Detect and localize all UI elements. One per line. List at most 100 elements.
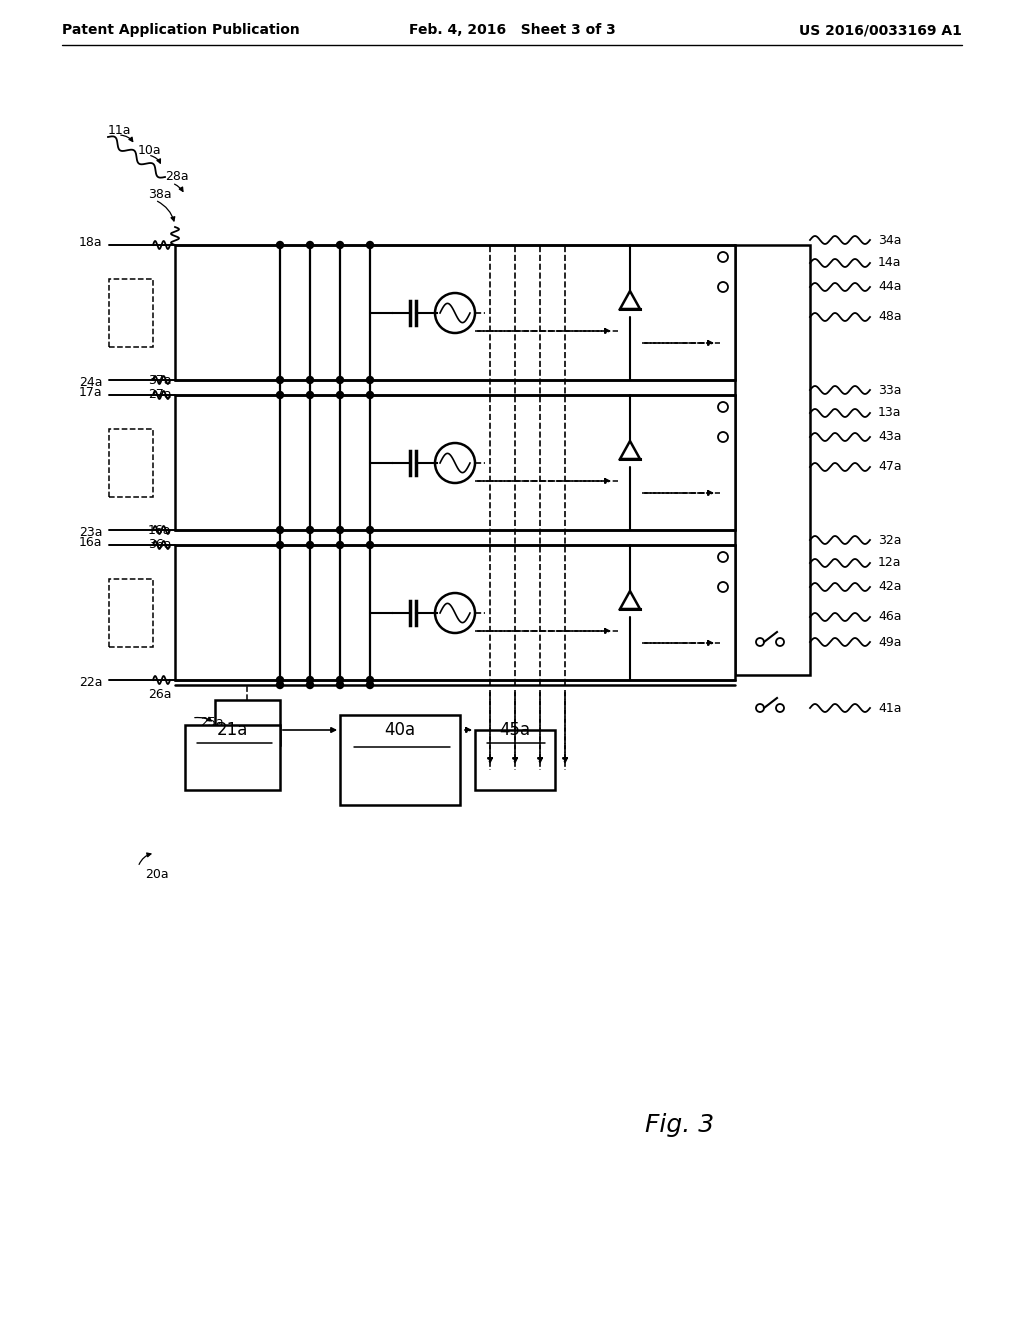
Text: 13a: 13a [878,407,901,420]
Circle shape [367,541,374,549]
Circle shape [306,681,313,689]
Circle shape [306,376,313,384]
Circle shape [276,676,284,684]
Circle shape [119,479,126,487]
Circle shape [276,541,284,549]
Text: 10a: 10a [138,144,162,157]
Text: 28a: 28a [165,170,188,183]
Circle shape [306,242,313,248]
Bar [117,284,145,342]
Text: US 2016/0033169 A1: US 2016/0033169 A1 [799,22,962,37]
Circle shape [718,432,728,442]
Polygon shape [123,444,139,459]
Bar [185,725,280,789]
Circle shape [337,676,343,684]
Circle shape [337,527,343,533]
Text: 11a: 11a [108,124,131,136]
Bar [117,583,145,642]
Circle shape [435,293,475,333]
Circle shape [306,541,313,549]
Text: 21a: 21a [216,721,248,739]
Text: 47a: 47a [878,461,901,474]
Text: 41a: 41a [878,701,901,714]
Circle shape [337,541,343,549]
Text: 44a: 44a [878,281,901,293]
Circle shape [776,704,784,711]
Circle shape [367,527,374,533]
Text: 43a: 43a [878,430,901,444]
Bar [175,395,735,531]
Text: Patent Application Publication: Patent Application Publication [62,22,300,37]
Circle shape [367,376,374,384]
Circle shape [337,376,343,384]
Text: 40a: 40a [384,721,416,739]
Circle shape [435,444,475,483]
Polygon shape [123,594,139,610]
Circle shape [276,681,284,689]
Text: 24a: 24a [79,375,102,388]
Text: 49a: 49a [878,635,901,648]
Text: 23a: 23a [79,525,102,539]
Circle shape [276,392,284,399]
Circle shape [276,242,284,248]
Text: 45a: 45a [500,721,530,739]
Text: 42a: 42a [878,581,901,594]
Circle shape [337,392,343,399]
Bar [109,429,153,498]
Circle shape [718,403,728,412]
Circle shape [119,586,126,593]
Circle shape [306,527,313,533]
Bar [215,700,280,744]
Bar [175,545,735,680]
Circle shape [367,676,374,684]
Bar [735,246,810,675]
Polygon shape [620,290,640,309]
Circle shape [367,681,374,689]
Circle shape [119,630,126,636]
Text: 20a: 20a [145,869,169,882]
Bar [109,579,153,647]
Bar [175,246,735,380]
Circle shape [367,242,374,248]
Text: 25a: 25a [200,715,223,729]
Circle shape [435,593,475,634]
Bar [109,279,153,347]
Circle shape [306,392,313,399]
Polygon shape [620,441,640,459]
Text: 16a: 16a [148,524,171,537]
Circle shape [756,638,764,645]
Text: Fig. 3: Fig. 3 [645,1113,715,1137]
Circle shape [119,436,126,442]
Circle shape [276,376,284,384]
Circle shape [718,552,728,562]
Circle shape [718,582,728,591]
Text: 36a: 36a [148,537,171,550]
Circle shape [306,676,313,684]
Text: 14a: 14a [878,256,901,269]
Text: 12a: 12a [878,557,901,569]
Text: 22a: 22a [79,676,102,689]
Polygon shape [123,294,139,310]
Circle shape [776,638,784,645]
Circle shape [756,704,764,711]
Text: 48a: 48a [878,310,901,323]
Text: 16a: 16a [79,536,102,549]
Text: 38a: 38a [148,189,172,202]
Text: 18a: 18a [79,236,102,249]
Circle shape [718,282,728,292]
Bar [340,715,460,805]
Text: 26a: 26a [148,688,171,701]
Bar [475,730,555,789]
Polygon shape [620,591,640,609]
Text: 17a: 17a [79,387,102,400]
Circle shape [367,392,374,399]
Circle shape [337,681,343,689]
Text: 27a: 27a [148,388,172,400]
Text: Feb. 4, 2016   Sheet 3 of 3: Feb. 4, 2016 Sheet 3 of 3 [409,22,615,37]
Circle shape [119,330,126,337]
Text: 33a: 33a [878,384,901,396]
Circle shape [337,242,343,248]
Circle shape [119,285,126,293]
Text: 32a: 32a [878,533,901,546]
Bar [117,434,145,492]
